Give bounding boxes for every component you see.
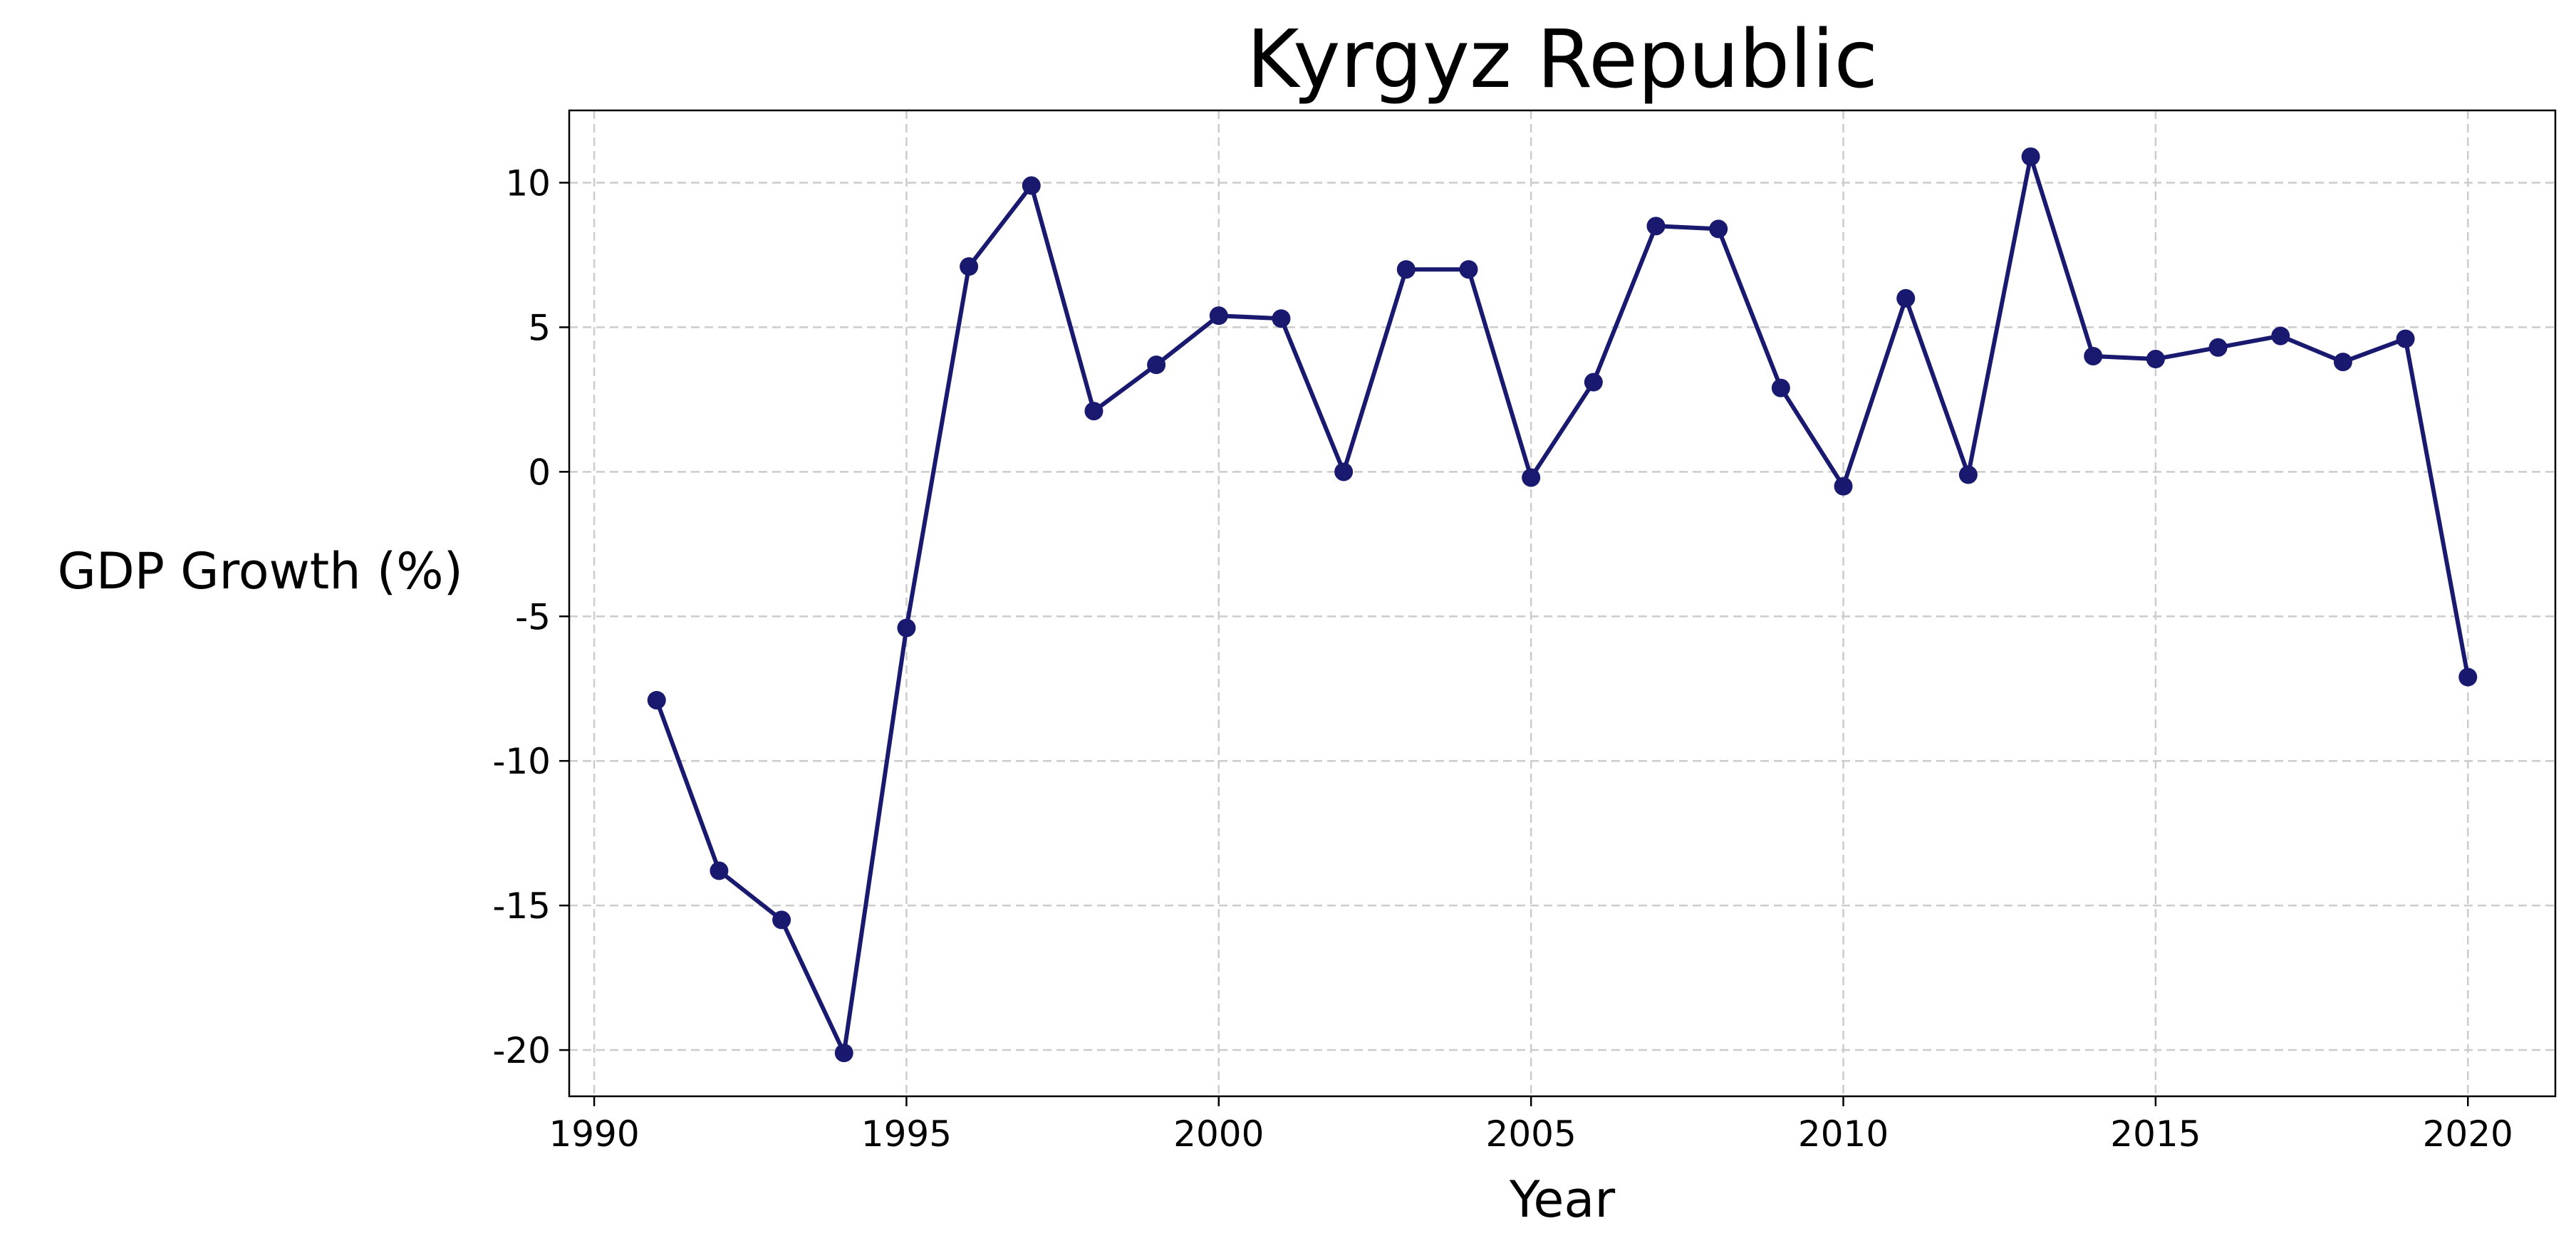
data-point	[2084, 346, 2103, 365]
data-point	[960, 257, 979, 276]
x-tick-label: 1995	[861, 1113, 952, 1155]
data-point	[2146, 350, 2165, 369]
data-point	[2396, 329, 2415, 348]
data-point	[1522, 468, 1541, 487]
data-point	[1084, 402, 1103, 421]
x-tick-label: 2005	[1486, 1113, 1577, 1155]
x-tick-label: 2000	[1173, 1113, 1264, 1155]
data-point	[1646, 217, 1666, 236]
data-point	[772, 910, 791, 930]
data-point	[2208, 338, 2228, 357]
x-axis-title: Year	[1509, 1170, 1615, 1229]
data-point	[647, 690, 666, 709]
data-point	[897, 618, 916, 638]
data-point	[1147, 355, 1166, 375]
data-point	[1459, 260, 1478, 279]
x-tick-label: 1990	[549, 1113, 639, 1155]
data-point	[1896, 288, 1916, 308]
chart-title: Kyrgyz Republic	[1247, 14, 1878, 106]
y-tick-label: 5	[528, 307, 551, 348]
x-tick-label: 2010	[1798, 1113, 1889, 1155]
y-axis-title: GDP Growth (%)	[58, 542, 463, 601]
data-point	[1022, 176, 1041, 195]
data-point	[1209, 306, 1228, 326]
data-series	[647, 147, 2478, 1063]
data-point	[2458, 667, 2478, 687]
grid-lines	[569, 110, 2555, 1096]
data-point	[834, 1044, 853, 1063]
data-point	[2271, 326, 2290, 345]
data-point	[1584, 373, 1603, 392]
x-tick-label: 2020	[2423, 1113, 2513, 1155]
data-point	[2021, 147, 2040, 166]
data-point	[1334, 462, 1354, 482]
series-line	[654, 154, 2471, 1056]
data-point	[1771, 378, 1790, 397]
x-tick-label: 2015	[2110, 1113, 2201, 1155]
axis-ticks: 1990 1995 2000 2005 2010 2015 2020 -20 -15 -10 -5 0…	[492, 162, 2513, 1155]
data-point	[1709, 219, 1728, 239]
data-point	[2333, 353, 2352, 372]
y-tick-label: -10	[492, 741, 551, 782]
data-point	[1834, 477, 1853, 496]
y-tick-label: 10	[505, 162, 551, 204]
plot-frame	[568, 109, 2557, 1098]
y-tick-label: -20	[492, 1030, 551, 1071]
data-point	[1396, 260, 1416, 279]
data-point	[710, 861, 729, 880]
data-point	[1272, 309, 1291, 328]
data-point	[1958, 465, 1978, 484]
y-tick-label: -15	[492, 885, 551, 927]
y-tick-label: 0	[528, 452, 551, 493]
y-tick-label: -5	[515, 596, 551, 638]
